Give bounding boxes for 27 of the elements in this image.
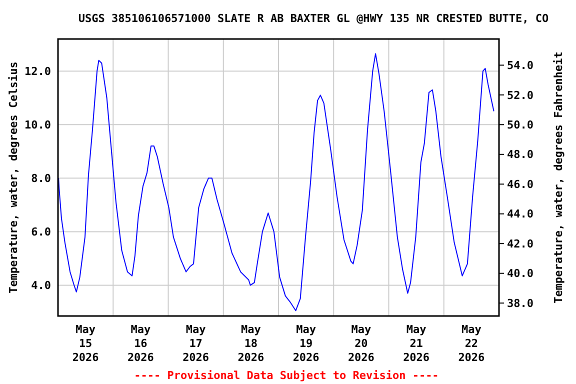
y2-tick-label: 46.0 — [507, 178, 534, 191]
line-series — [58, 53, 494, 312]
y-tick-label: 4.0 — [31, 279, 51, 292]
y2-tick-label: 54.0 — [507, 59, 534, 72]
x-tick-label: May 22 2026 — [458, 323, 486, 364]
x-tick-label: May 16 2026 — [127, 323, 154, 364]
y2-tick-label: 48.0 — [507, 148, 534, 162]
x-tick-label: May 19 2026 — [292, 323, 320, 364]
x-tick-label: May 17 2026 — [182, 323, 210, 364]
text: ---- Provisional Data Subject to Revision ---- — [134, 369, 439, 382]
y-tick-label: 8.0 — [31, 172, 51, 186]
y2-tick-label: 50.0 — [507, 118, 534, 132]
y2-tick-label: 52.0 — [507, 88, 534, 102]
y2-axis-title: Temperature, water, degrees Fahrenheit — [552, 52, 565, 304]
y2-tick-label: 38.0 — [507, 296, 534, 310]
y2-tick-label: 40.0 — [507, 267, 534, 280]
y-tick-label: 12.0 — [24, 64, 51, 78]
x-tick-label: May 20 2026 — [348, 323, 375, 364]
x-tick-label: May 21 2026 — [403, 323, 430, 364]
y-tick-label: 10.0 — [24, 118, 51, 132]
chart-title: USGS 385106106571000 SLATE R AB BAXTER GL @HWY 135 NR CRESTED BUTTE, CO — [78, 12, 549, 25]
x-tick-label: May 15 2026 — [72, 323, 100, 364]
y-tick-label: 6.0 — [31, 226, 51, 239]
x-tick-label: May 18 2026 — [238, 323, 265, 364]
y2-tick-label: 42.0 — [507, 237, 534, 250]
y-axis-title: Temperature, water, degrees Celsius — [7, 62, 20, 294]
y2-tick-label: 44.0 — [507, 208, 534, 221]
